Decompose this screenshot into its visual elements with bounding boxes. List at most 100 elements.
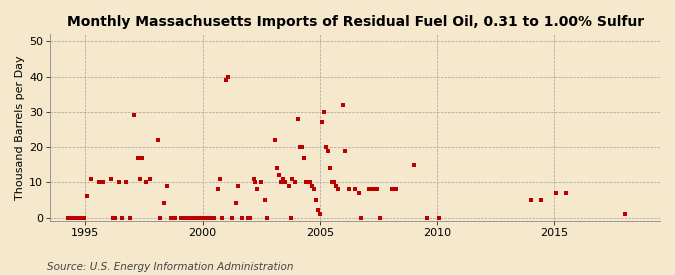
Point <box>387 187 398 192</box>
Y-axis label: Thousand Barrels per Day: Thousand Barrels per Day <box>15 55 25 200</box>
Point <box>117 215 128 220</box>
Point <box>199 215 210 220</box>
Point <box>293 117 304 121</box>
Point <box>227 215 238 220</box>
Point <box>109 215 120 220</box>
Point <box>155 215 165 220</box>
Point <box>153 138 163 142</box>
Point <box>232 184 243 188</box>
Point <box>190 215 200 220</box>
Point <box>535 198 546 202</box>
Point <box>375 215 386 220</box>
Point <box>344 187 354 192</box>
Point <box>217 215 227 220</box>
Point <box>354 191 364 195</box>
Point <box>144 177 155 181</box>
Point <box>70 215 81 220</box>
Point <box>78 215 89 220</box>
Point <box>273 173 284 177</box>
Point <box>350 187 360 192</box>
Point <box>121 180 132 185</box>
Point <box>371 187 382 192</box>
Point <box>74 215 85 220</box>
Point <box>322 148 333 153</box>
Point <box>408 163 419 167</box>
Point <box>125 215 136 220</box>
Point <box>129 113 140 118</box>
Point <box>367 187 378 192</box>
Point <box>561 191 572 195</box>
Point <box>262 215 273 220</box>
Point <box>252 187 263 192</box>
Point <box>213 187 224 192</box>
Point <box>205 215 216 220</box>
Point <box>221 78 232 82</box>
Point <box>195 215 206 220</box>
Point <box>422 215 433 220</box>
Point <box>301 180 312 185</box>
Point <box>304 180 315 185</box>
Point <box>178 215 188 220</box>
Point <box>260 198 271 202</box>
Point <box>140 180 151 185</box>
Point <box>328 180 339 185</box>
Point <box>356 215 367 220</box>
Point <box>363 187 374 192</box>
Point <box>338 103 349 107</box>
Point <box>310 198 321 202</box>
Point <box>62 215 73 220</box>
Text: Source: U.S. Energy Information Administration: Source: U.S. Energy Information Administ… <box>47 262 294 271</box>
Point <box>303 180 314 185</box>
Point <box>295 145 306 149</box>
Point <box>308 187 319 192</box>
Point <box>277 177 288 181</box>
Point <box>321 145 331 149</box>
Point <box>209 215 220 220</box>
Point <box>330 184 341 188</box>
Point <box>317 120 327 125</box>
Point <box>166 215 177 220</box>
Point <box>242 215 253 220</box>
Point <box>201 215 212 220</box>
Point <box>332 187 343 192</box>
Point <box>326 180 337 185</box>
Point <box>133 155 144 160</box>
Point <box>325 166 335 170</box>
Title: Monthly Massachusetts Imports of Residual Fuel Oil, 0.31 to 1.00% Sulfur: Monthly Massachusetts Imports of Residua… <box>67 15 644 29</box>
Point <box>319 110 329 114</box>
Point <box>299 155 310 160</box>
Point <box>289 180 300 185</box>
Point <box>433 215 444 220</box>
Point <box>284 184 294 188</box>
Point <box>256 180 267 185</box>
Point <box>391 187 402 192</box>
Point <box>551 191 562 195</box>
Point <box>98 180 109 185</box>
Point <box>137 155 148 160</box>
Point <box>297 145 308 149</box>
Point <box>315 212 325 216</box>
Point <box>113 180 124 185</box>
Point <box>286 215 296 220</box>
Point <box>223 75 234 79</box>
Point <box>250 180 261 185</box>
Point <box>526 198 537 202</box>
Point <box>313 208 323 213</box>
Point <box>287 177 298 181</box>
Point <box>307 184 318 188</box>
Point <box>107 215 118 220</box>
Point <box>203 215 214 220</box>
Point <box>244 215 255 220</box>
Point <box>170 215 181 220</box>
Point <box>215 177 225 181</box>
Point <box>620 212 630 216</box>
Point <box>340 148 351 153</box>
Point <box>158 201 169 206</box>
Point <box>66 215 77 220</box>
Point <box>134 177 145 181</box>
Point <box>86 177 97 181</box>
Point <box>236 215 247 220</box>
Point <box>186 215 196 220</box>
Point <box>271 166 282 170</box>
Point <box>279 180 290 185</box>
